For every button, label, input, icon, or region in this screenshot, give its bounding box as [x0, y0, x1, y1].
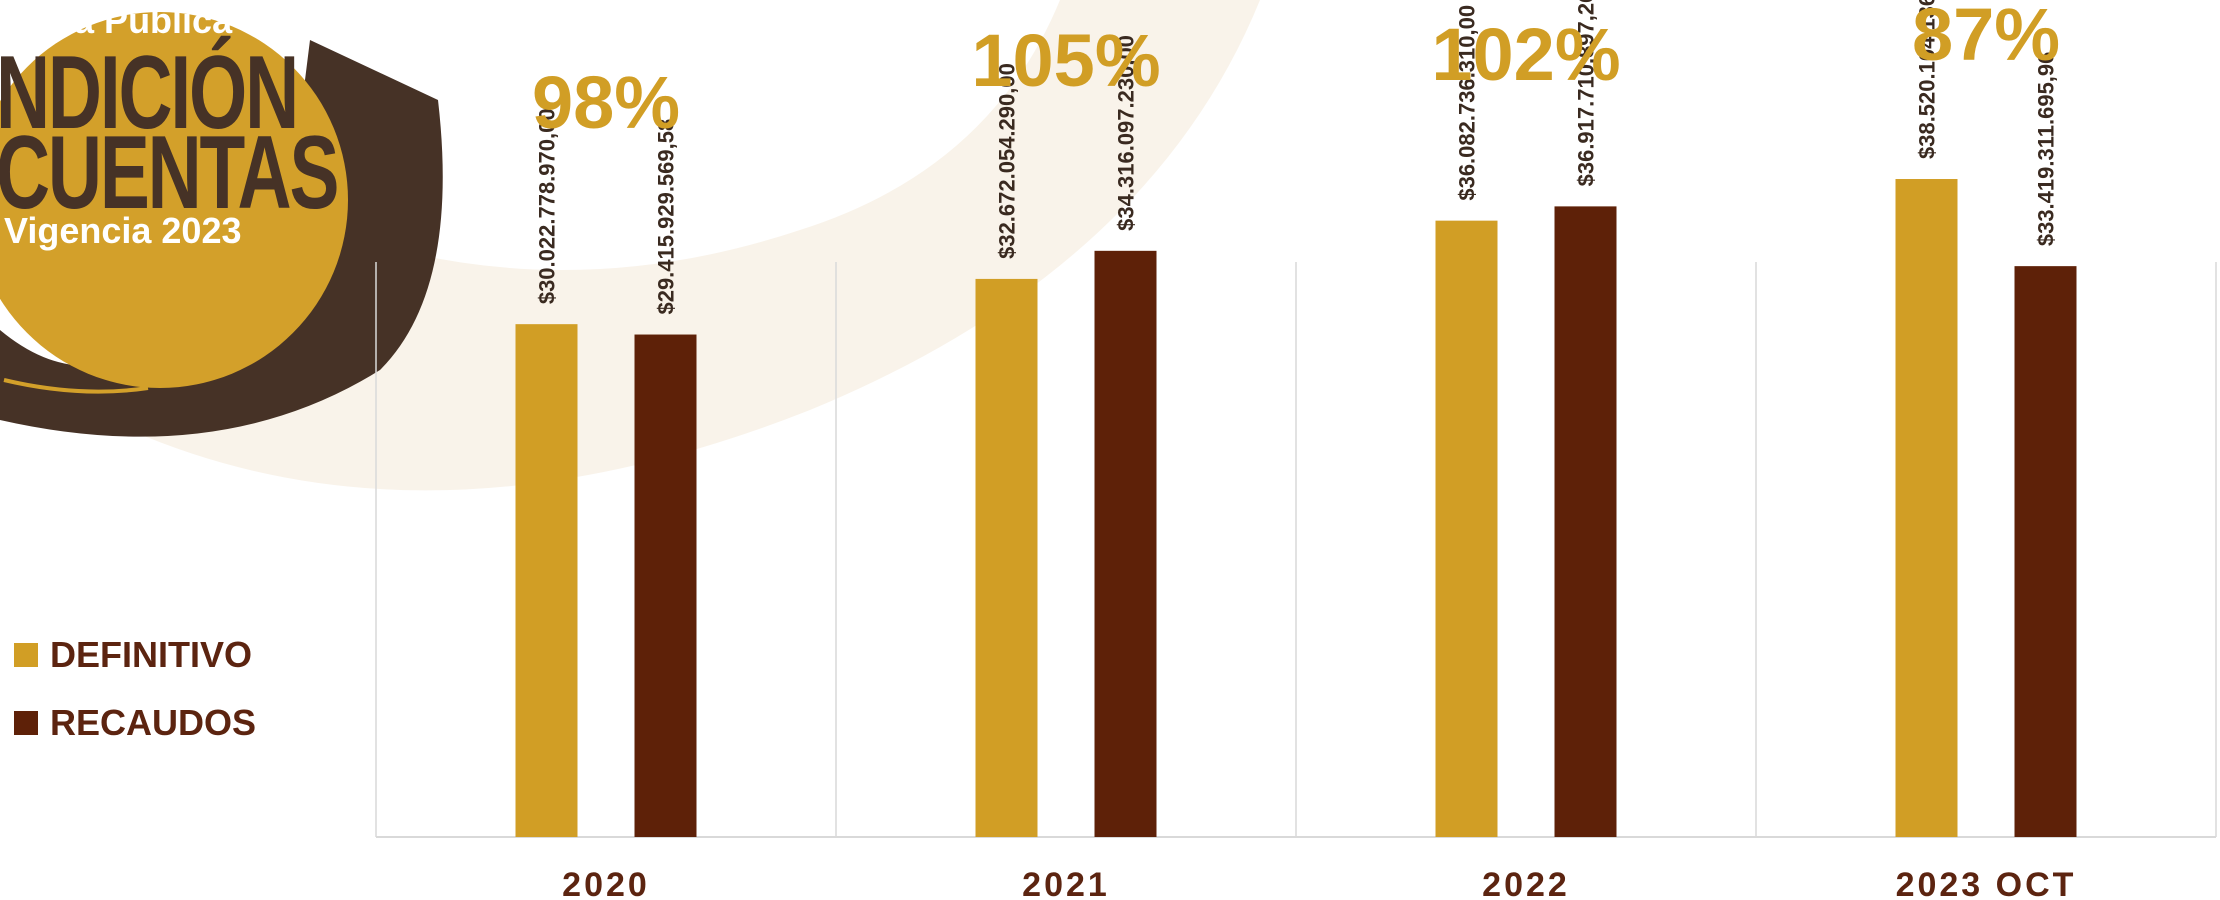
percentage-label: 105%: [971, 19, 1160, 102]
logo-tagline: encia Pública: [2, 0, 233, 41]
data-label: $36.917.710.897,26: [1574, 0, 1599, 186]
legend-swatch-definitivo: [14, 643, 38, 667]
bar-recaudos-1: [634, 334, 697, 837]
logo-underline: [3, 378, 149, 394]
data-label: $38.520.104.136,00: [1915, 0, 1940, 159]
data-label: $34.316.097.230,00: [1114, 35, 1139, 231]
data-label: $33.419.311.695,96: [2034, 52, 2059, 247]
cream-arc: [130, 0, 1260, 491]
legend-item-definitivo: DEFINITIVO: [14, 634, 252, 676]
data-label: $30.022.778.970,00: [535, 108, 560, 304]
data-label: $36.082.736.310,00: [1455, 5, 1480, 201]
logo-year: Vigencia 2023: [4, 210, 242, 251]
percentage-label: 87%: [1912, 0, 2060, 76]
bar-definitivo-3: [1435, 220, 1498, 837]
bar-definitivo-2: [975, 278, 1038, 837]
percentage-label: 98%: [532, 61, 680, 144]
legend-label-definitivo: DEFINITIVO: [50, 634, 253, 675]
bar-recaudos-3: [1554, 206, 1617, 837]
category-label: 2022: [1482, 866, 1570, 900]
bar-definitivo-1: [515, 324, 578, 837]
bar-recaudos-2: [1094, 250, 1157, 838]
category-label: 2023 OCT: [1896, 866, 2077, 900]
legend-item-recaudos: RECAUDOS: [14, 702, 256, 744]
data-label: $32.672.054.290,00: [995, 63, 1020, 259]
logo-title-line1: NDICIÓN: [0, 35, 299, 151]
legend-swatch-recaudos: [14, 711, 38, 735]
logo-disc: [0, 12, 348, 388]
data-label: $29.415.929.569,58: [654, 119, 679, 315]
legend-label-recaudos: RECAUDOS: [50, 702, 257, 743]
category-label: 2020: [562, 866, 650, 900]
category-label: 2021: [1022, 866, 1110, 900]
bar-recaudos-4: [2014, 266, 2077, 838]
logo-title-line2: CUENTAS: [0, 115, 339, 231]
bar-definitivo-4: [1895, 179, 1958, 837]
percentage-label: 102%: [1431, 13, 1620, 96]
